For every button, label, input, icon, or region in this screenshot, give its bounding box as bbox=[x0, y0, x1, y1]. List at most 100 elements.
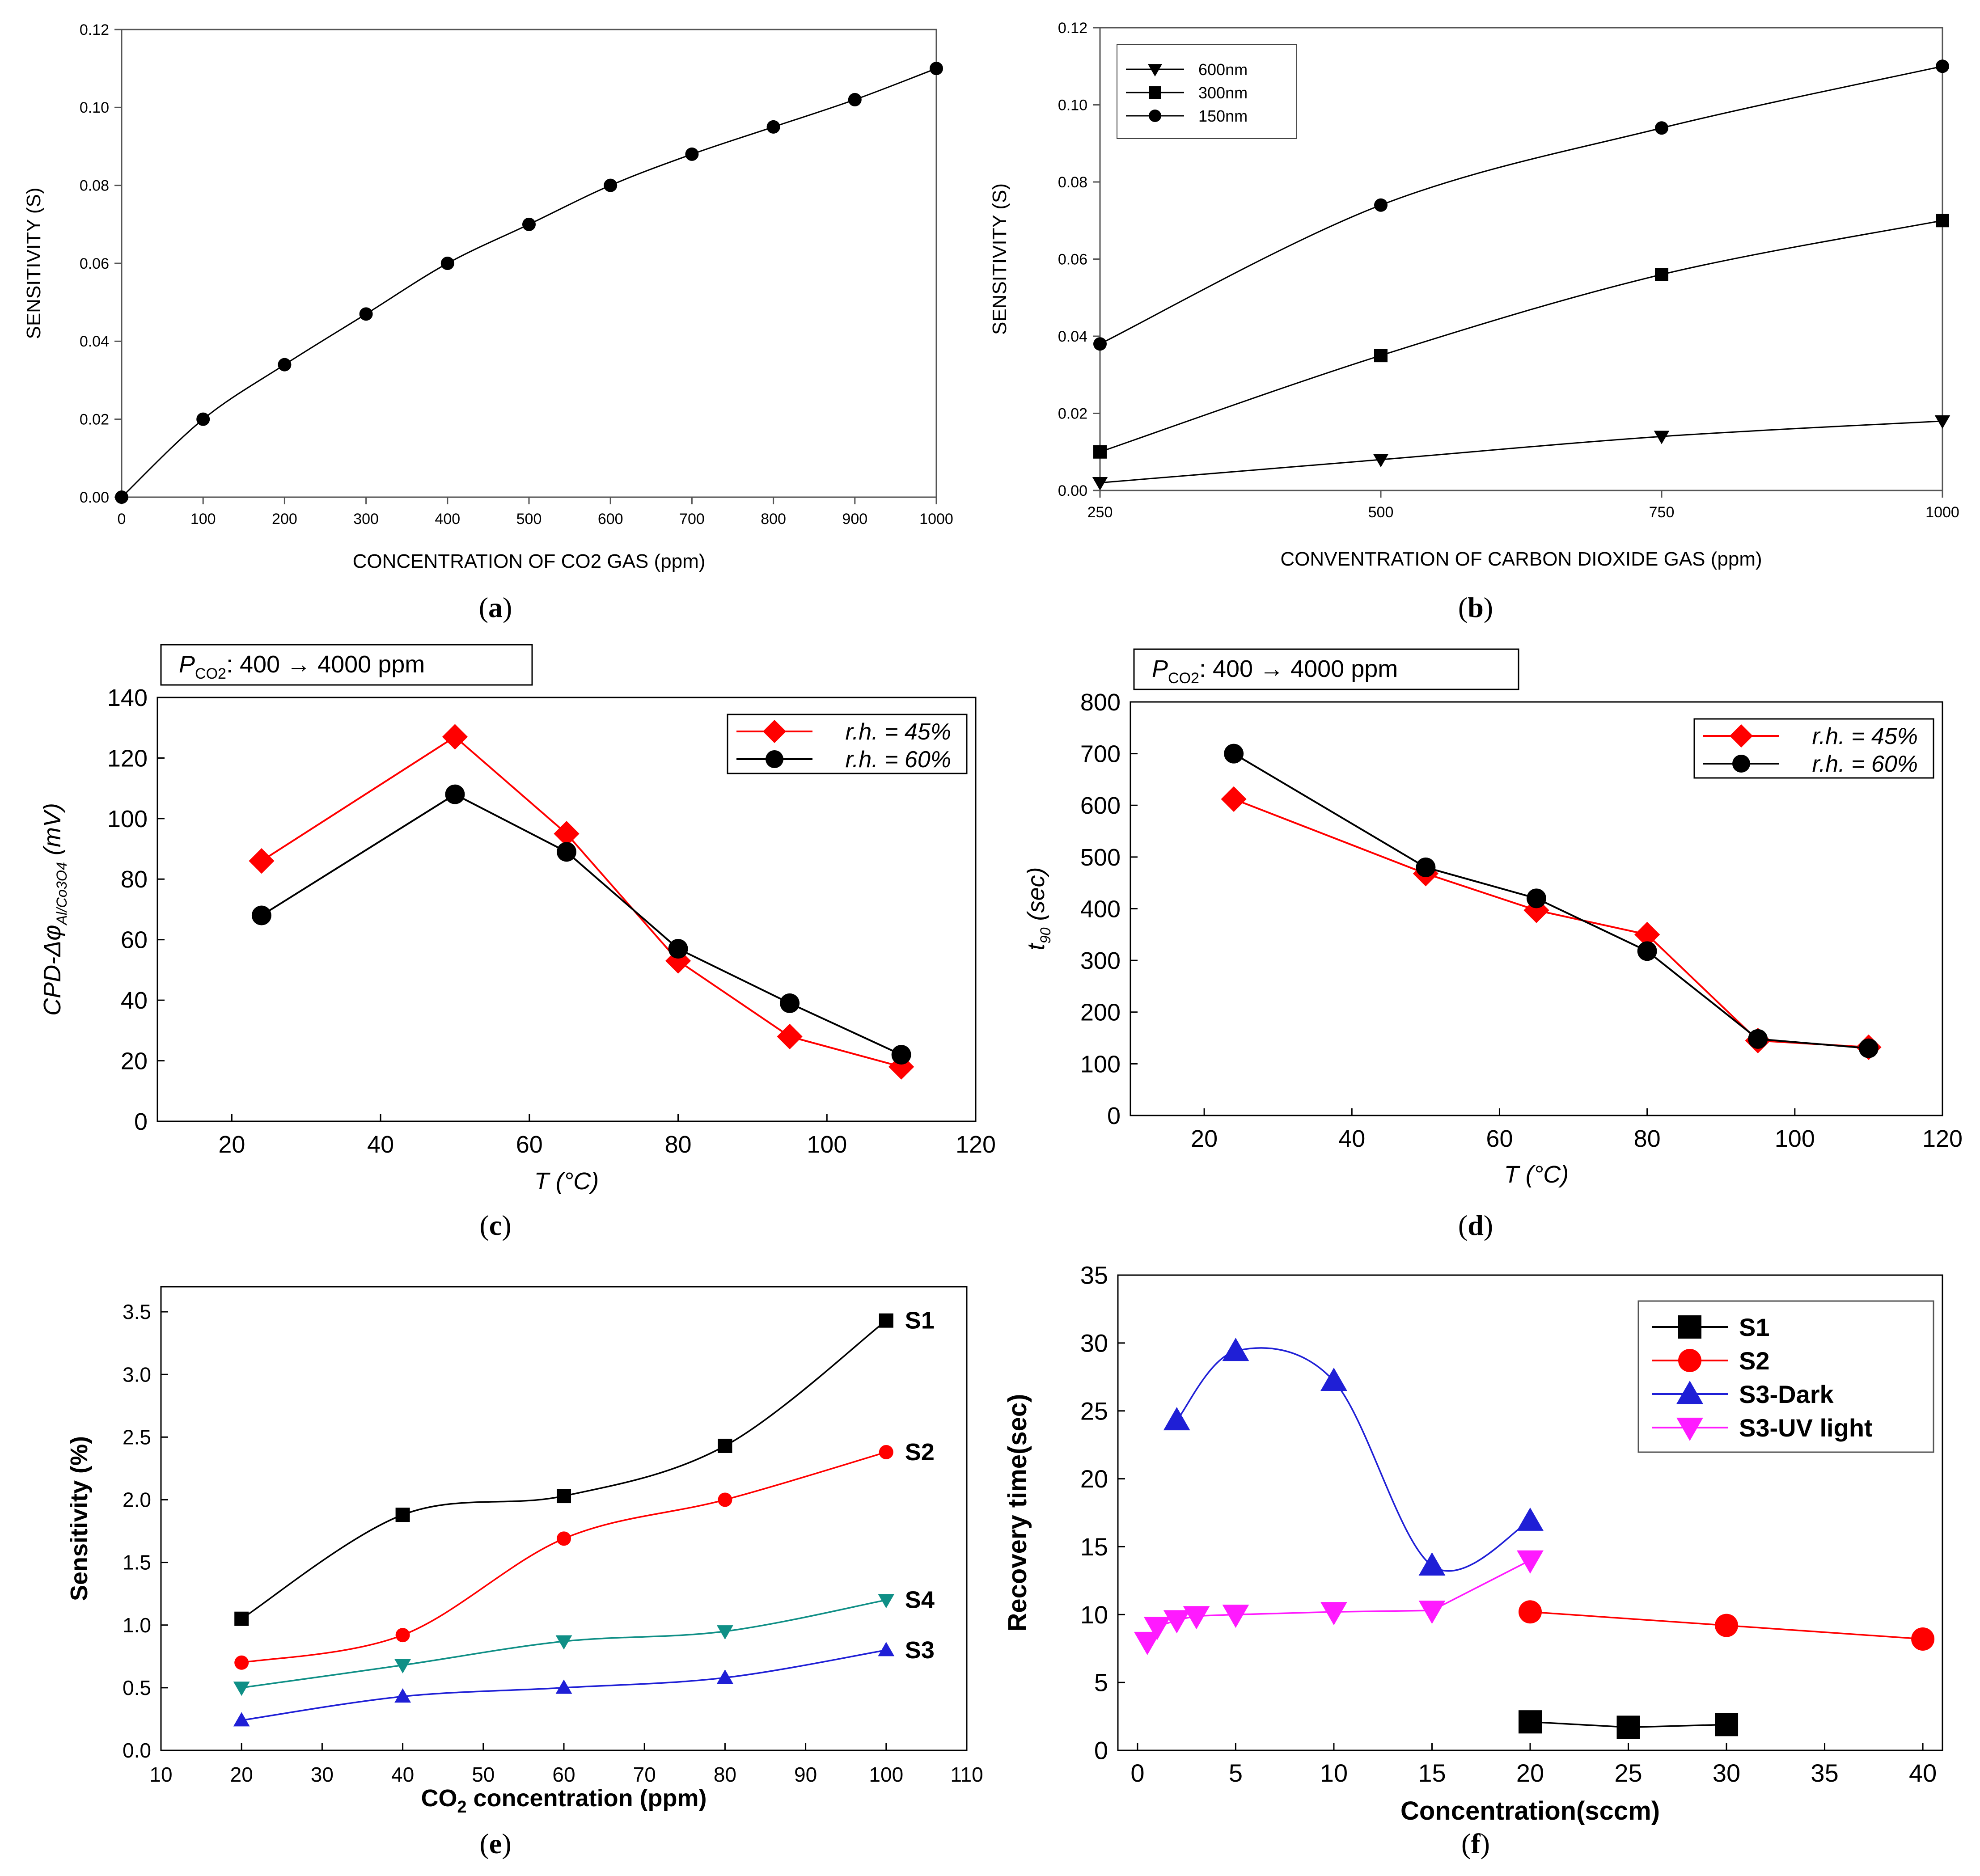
legend-label: 600nm bbox=[1198, 60, 1248, 79]
y-tick-label: 0.06 bbox=[1058, 251, 1087, 268]
x-tick-label: 0 bbox=[1130, 1759, 1144, 1787]
y-tick-label: 0.00 bbox=[80, 489, 109, 506]
y-tick-label: 5 bbox=[1094, 1669, 1108, 1697]
x-tick-label: 80 bbox=[665, 1131, 692, 1158]
legend-label: S3-Dark bbox=[1739, 1380, 1834, 1408]
legend-marker bbox=[766, 750, 783, 768]
chart-panel-d: 20 40 60 80 100 120 0 100 200 300 400 500 600 700 800 T… bbox=[1023, 648, 1963, 1241]
y-tick-label: 0.06 bbox=[80, 255, 109, 272]
series-sensitivity bbox=[115, 62, 943, 504]
series-s3-uv-light bbox=[1134, 1550, 1544, 1655]
data-point bbox=[1418, 1601, 1446, 1624]
data-point bbox=[718, 1492, 732, 1507]
data-point bbox=[1143, 1617, 1171, 1640]
chart-panel-f: 0 5 10 15 20 25 30 35 40 0 5 10 15 20 25 30 35 Concentrat… bbox=[1003, 1261, 1943, 1859]
x-tick-label: 40 bbox=[391, 1763, 414, 1786]
legend-label: r.h. = 60% bbox=[1812, 751, 1918, 777]
data-point bbox=[1637, 941, 1657, 961]
caption-close-paren: ) bbox=[502, 1828, 511, 1859]
x-tick-label: 5 bbox=[1229, 1759, 1243, 1787]
caption-open-paren: ( bbox=[479, 1828, 489, 1859]
legend-label: S3-UV light bbox=[1739, 1414, 1873, 1442]
legend: r.h. = 45%r.h. = 60% bbox=[727, 714, 968, 774]
caption-close-paren: ) bbox=[503, 592, 512, 623]
chart-panel-c: 20 40 60 80 100 120 0 20 40 60 80 100 120 140 T (°C) CP… bbox=[39, 644, 996, 1241]
data-point bbox=[879, 1445, 893, 1459]
data-point bbox=[249, 848, 275, 874]
data-point bbox=[879, 1313, 893, 1328]
caption-close-paren: ) bbox=[1484, 592, 1493, 623]
y-axis-title-unit: (sec) bbox=[1023, 867, 1049, 927]
x-tick-label: 20 bbox=[1191, 1125, 1218, 1152]
data-point bbox=[234, 1655, 249, 1670]
legend-marker bbox=[1730, 724, 1753, 748]
x-tick-label: 15 bbox=[1418, 1759, 1446, 1787]
header-text: : 400 → 4000 ppm bbox=[226, 651, 425, 678]
legend: r.h. = 45%r.h. = 60% bbox=[1693, 718, 1934, 779]
series-r-h-45- bbox=[249, 724, 914, 1080]
y-tick-label: 0.04 bbox=[80, 333, 109, 350]
x-tick-label: 10 bbox=[149, 1763, 172, 1786]
y-tick-label: 35 bbox=[1080, 1261, 1108, 1289]
caption-close-paren: ) bbox=[1484, 1209, 1493, 1241]
y-tick-label: 3.5 bbox=[123, 1300, 151, 1323]
data-point bbox=[395, 1628, 410, 1643]
y-tick-label: 0.10 bbox=[80, 99, 109, 116]
y-tick-label: 30 bbox=[1080, 1329, 1108, 1357]
x-tick-label: 120 bbox=[1922, 1125, 1963, 1152]
data-point bbox=[780, 993, 800, 1013]
x-tick-label: 100 bbox=[190, 511, 216, 528]
x-axis-title-main: CO bbox=[421, 1785, 457, 1812]
x-axis-title: CONVENTRATION OF CARBON DIOXIDE GAS (ppm… bbox=[1280, 548, 1762, 570]
x-axis-title: T (°C) bbox=[1504, 1161, 1569, 1188]
y-tick-label: 25 bbox=[1080, 1397, 1108, 1425]
header-text: : 400 → 4000 ppm bbox=[1199, 655, 1398, 682]
caption-letter: f bbox=[1471, 1828, 1481, 1859]
data-point bbox=[1416, 858, 1436, 877]
x-tick-label: 250 bbox=[1087, 504, 1113, 521]
plot-frame bbox=[157, 697, 977, 1122]
series-s4: S4 bbox=[233, 1587, 935, 1696]
data-point bbox=[395, 1508, 410, 1522]
x-tick-label: 30 bbox=[311, 1763, 334, 1786]
legend-label: r.h. = 45% bbox=[1812, 723, 1918, 749]
x-tick-label: 700 bbox=[679, 511, 705, 528]
y-tick-label: 2.0 bbox=[123, 1488, 151, 1512]
x-tick-label: 10 bbox=[1320, 1759, 1348, 1787]
data-point bbox=[557, 1489, 571, 1504]
y-tick-label: 700 bbox=[1080, 741, 1121, 768]
caption-close-paren: ) bbox=[502, 1209, 511, 1241]
series-line bbox=[1176, 1347, 1531, 1572]
data-point bbox=[1527, 888, 1546, 908]
data-point bbox=[1655, 121, 1668, 135]
y-tick-label: 0 bbox=[1094, 1737, 1108, 1765]
x-tick-label: 800 bbox=[761, 511, 786, 528]
data-point bbox=[1616, 1715, 1640, 1739]
x-axis-title: Concentration(sccm) bbox=[1400, 1796, 1660, 1825]
data-point bbox=[878, 1594, 895, 1609]
y-tick-label: 0.02 bbox=[80, 411, 109, 428]
y-tick-label: 400 bbox=[1080, 896, 1121, 922]
data-point bbox=[115, 490, 128, 504]
y-axis-title: t90 (sec) bbox=[1023, 867, 1053, 950]
legend-marker bbox=[1147, 64, 1163, 77]
x-tick-label: 100 bbox=[1775, 1125, 1815, 1152]
legend-marker bbox=[1732, 755, 1750, 773]
chart-panel-a: 0 100 200 300 400 500 600 700 800 900 1000 0.00 0.02… bbox=[23, 21, 953, 623]
legend-marker bbox=[763, 720, 786, 743]
legend: S1 S2 S3-Dark S3-UV light bbox=[1637, 1300, 1934, 1453]
data-point bbox=[1517, 1507, 1544, 1531]
data-point bbox=[522, 217, 536, 231]
series-r-h-60- bbox=[251, 784, 911, 1065]
x-tick-label: 1000 bbox=[1925, 504, 1959, 521]
x-tick-label: 80 bbox=[714, 1763, 736, 1786]
y-tick-label: 500 bbox=[1080, 844, 1121, 871]
data-point bbox=[1134, 1631, 1161, 1655]
x-tick-label: 30 bbox=[1713, 1759, 1740, 1787]
data-point bbox=[1093, 445, 1107, 459]
x-tick-label: 60 bbox=[552, 1763, 575, 1786]
data-point bbox=[1163, 1610, 1190, 1634]
x-tick-label: 25 bbox=[1614, 1759, 1642, 1787]
data-point bbox=[1183, 1606, 1210, 1630]
